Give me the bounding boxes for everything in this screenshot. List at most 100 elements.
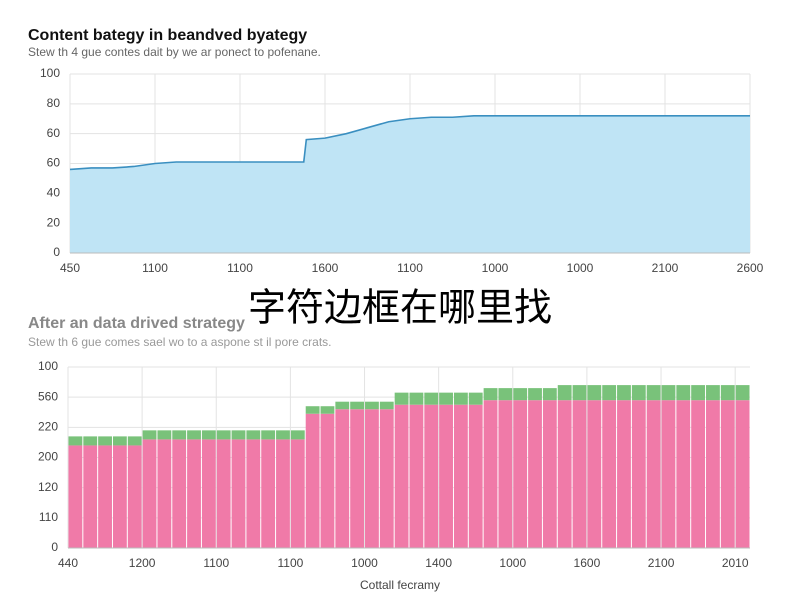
bar-segment (468, 404, 483, 548)
bar-segment (365, 401, 379, 410)
bar-segment (513, 388, 528, 401)
y-tick-label: 120 (38, 480, 58, 494)
area (70, 115, 750, 254)
bar-segment (409, 392, 424, 405)
bar-segment (631, 400, 646, 548)
x-tick-label: 1100 (203, 556, 229, 570)
bar-segment (98, 436, 112, 446)
x-tick-label: 2010 (722, 556, 749, 570)
x-tick-label: 1400 (425, 556, 452, 570)
chart-title: Content bategy in beandved byategy (28, 27, 307, 44)
line (69, 114, 750, 171)
bar-segment (557, 400, 572, 548)
bar-segment (98, 445, 112, 548)
x-tick-label: 2100 (652, 261, 679, 275)
bar-segment (290, 439, 305, 548)
bar-segment (305, 413, 320, 548)
bar-segment (572, 385, 587, 401)
y-tick-label: 40 (47, 186, 61, 200)
bar-segment (157, 439, 172, 548)
bar-segment (528, 400, 542, 548)
bar-segment (483, 388, 498, 401)
x-tick-label: 2600 (737, 261, 764, 275)
bar-segment (201, 430, 216, 440)
bar-segment (439, 392, 453, 405)
bar-segment (261, 430, 276, 440)
bar-segment (216, 439, 231, 548)
x-tick-label: 1600 (574, 556, 601, 570)
bar-segment (394, 404, 409, 548)
y-tick-label: 60 (47, 156, 61, 170)
bar-segment (691, 400, 706, 548)
bar-segment (646, 385, 661, 401)
x-tick-label: 1100 (227, 261, 253, 275)
x-axis-label: Cottall fecramy (360, 578, 440, 592)
annotation: 字符边框在哪里找 (248, 286, 552, 330)
bar-segment (661, 385, 676, 401)
y-tick-label: 110 (39, 510, 58, 524)
y-tick-label: 100 (38, 359, 58, 373)
x-tick-label: 1100 (277, 556, 303, 570)
bar-segment (127, 436, 142, 446)
chart-subtitle: Stew th 4 gue contes dait by we ar ponec… (28, 45, 321, 59)
x-tick-label: 2100 (648, 556, 675, 570)
bar-segment (83, 445, 98, 548)
bar-segment (572, 400, 587, 548)
bar-segment (350, 401, 365, 410)
bar-segment (320, 413, 335, 548)
y-tick-label: 100 (40, 66, 60, 80)
bar-segment (542, 400, 557, 548)
bar-segment (261, 439, 276, 548)
bar-segment (631, 385, 646, 401)
bar-segment (735, 385, 750, 401)
bar-segment (676, 385, 691, 401)
y-tick-label: 80 (47, 96, 61, 110)
bar-segment (83, 436, 98, 446)
y-tick-label: 200 (38, 450, 58, 464)
x-tick-label: 1200 (129, 556, 156, 570)
bar-segment (112, 445, 127, 548)
bar-segment (661, 400, 676, 548)
bar-segment (68, 436, 83, 446)
bar-segment (246, 439, 261, 548)
bar-segment (335, 401, 350, 410)
bar-segment (68, 445, 83, 548)
bar-segment (365, 409, 379, 548)
y-tick-label: 60 (47, 126, 61, 140)
bar-segment (735, 400, 750, 548)
bar-segment (587, 385, 602, 401)
bar-segment (172, 439, 187, 548)
bar-segment (498, 388, 513, 401)
bar-segment (424, 404, 439, 548)
bar-segment (557, 385, 572, 401)
bar-segment (379, 409, 394, 548)
bar-segment (587, 400, 602, 548)
x-tick-label: 1000 (567, 261, 594, 275)
y-tick-label: 560 (38, 389, 58, 403)
x-tick-label: 1100 (397, 261, 423, 275)
bar-segment (394, 392, 409, 405)
bar-segment (172, 430, 187, 440)
bar-segment (602, 385, 617, 401)
bar-segment (646, 400, 661, 548)
bar-segment (424, 392, 439, 405)
bar-segment (483, 400, 498, 548)
bar-segment (335, 409, 350, 548)
bar-segment (542, 388, 557, 401)
y-tick-label: 0 (51, 540, 58, 554)
bar-segment (453, 392, 468, 405)
plot (67, 366, 750, 549)
bar-segment (617, 400, 631, 548)
y-tick-label: 20 (47, 215, 61, 229)
bar-segment (187, 439, 201, 548)
x-tick-label: 440 (58, 556, 78, 570)
bar-segment (127, 445, 142, 548)
bar-segment (691, 385, 706, 401)
x-tick-label: 1000 (499, 556, 526, 570)
x-tick-label: 450 (60, 261, 80, 275)
bar-segment (246, 430, 261, 440)
bar-segment (453, 404, 468, 548)
bar-segment (290, 430, 305, 440)
x-tick-label: 1000 (351, 556, 378, 570)
bar-segment (276, 430, 290, 440)
